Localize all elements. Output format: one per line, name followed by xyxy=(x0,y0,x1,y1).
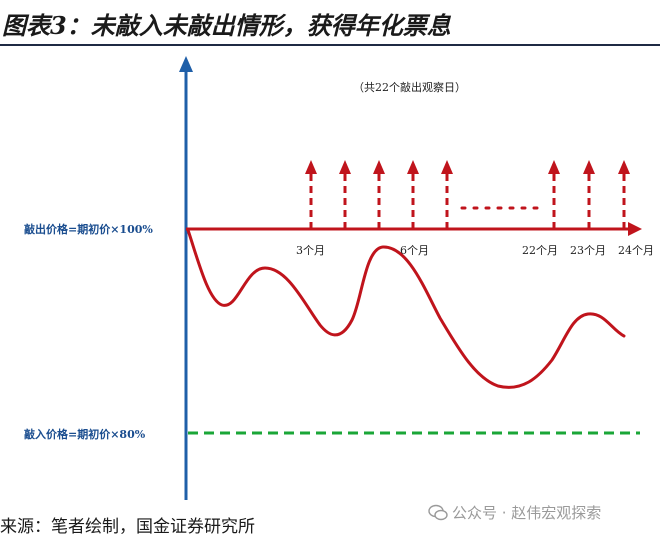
observation-arrowhead xyxy=(305,160,317,174)
figure-title: 图表3：未敲入未敲出情形，获得年化票息 xyxy=(2,11,451,40)
observation-arrowhead xyxy=(618,160,630,174)
watermark: 公众号 · 赵伟宏观探索 xyxy=(428,502,601,523)
month-label: 23个月 xyxy=(570,244,606,257)
price-path-curve xyxy=(186,228,626,389)
watermark-text: 公众号 · 赵伟宏观探索 xyxy=(452,504,602,522)
observation-note: （共22个敲出观察日） xyxy=(353,80,466,94)
month-label: 3个月 xyxy=(296,244,325,257)
title-divider xyxy=(0,44,660,46)
observation-arrowhead xyxy=(548,160,560,174)
vertical-axis-arrowhead xyxy=(179,56,193,72)
observation-arrowhead xyxy=(373,160,385,174)
knock-out-label: 敲出价格=期初价×100% xyxy=(24,222,153,236)
observation-arrowhead xyxy=(583,160,595,174)
observation-arrowhead xyxy=(339,160,351,174)
knock-out-line-arrowhead xyxy=(628,222,642,236)
observation-arrowhead xyxy=(441,160,453,174)
knock-in-label: 敲入价格=期初价×80% xyxy=(24,427,146,441)
month-label: 22个月 xyxy=(522,244,558,257)
month-label: 6个月 xyxy=(400,244,429,257)
observation-arrows xyxy=(305,160,630,229)
observation-arrowhead xyxy=(407,160,419,174)
wechat-icon xyxy=(428,504,448,520)
source-note: 来源：笔者绘制，国金证券研究所 xyxy=(0,517,255,537)
month-label: 24个月 xyxy=(618,244,654,257)
